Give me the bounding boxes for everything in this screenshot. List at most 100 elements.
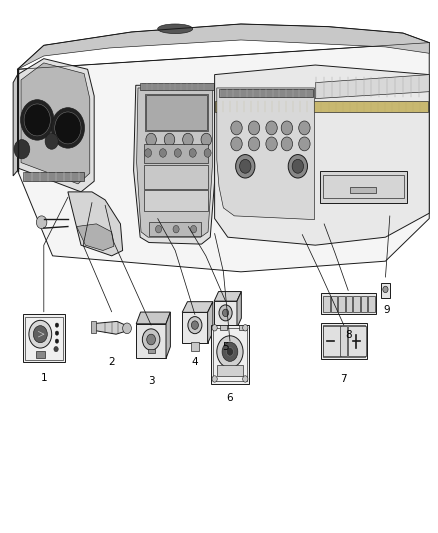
- Polygon shape: [68, 192, 123, 256]
- Circle shape: [55, 323, 59, 327]
- Circle shape: [142, 329, 160, 350]
- Bar: [148, 349, 155, 353]
- Bar: [144, 144, 208, 163]
- Polygon shape: [214, 292, 241, 301]
- Bar: [91, 321, 96, 333]
- Text: 5: 5: [222, 342, 229, 352]
- Bar: [360, 296, 367, 312]
- Circle shape: [217, 336, 243, 368]
- Circle shape: [36, 216, 47, 229]
- Circle shape: [173, 225, 179, 233]
- Bar: [323, 326, 341, 356]
- Circle shape: [240, 159, 251, 173]
- Polygon shape: [237, 292, 241, 328]
- Circle shape: [231, 137, 242, 151]
- Text: 7: 7: [340, 374, 347, 384]
- Polygon shape: [136, 312, 170, 324]
- Bar: [368, 296, 374, 312]
- Bar: [140, 83, 214, 90]
- Polygon shape: [217, 88, 314, 220]
- Polygon shape: [77, 224, 114, 251]
- Circle shape: [55, 331, 59, 335]
- Circle shape: [222, 342, 238, 361]
- Bar: [321, 293, 376, 314]
- Circle shape: [188, 317, 202, 334]
- Circle shape: [146, 133, 156, 146]
- Bar: [381, 283, 390, 298]
- Circle shape: [55, 112, 81, 144]
- Circle shape: [21, 100, 54, 140]
- Bar: [25, 317, 63, 360]
- Bar: [36, 351, 45, 358]
- Polygon shape: [134, 85, 215, 244]
- Bar: [23, 172, 84, 181]
- Bar: [350, 187, 376, 193]
- Circle shape: [243, 325, 248, 331]
- Bar: [321, 323, 367, 359]
- Circle shape: [292, 159, 304, 173]
- Circle shape: [24, 104, 50, 136]
- Ellipse shape: [158, 24, 193, 34]
- Bar: [211, 325, 249, 384]
- Circle shape: [145, 149, 152, 157]
- Bar: [348, 326, 366, 356]
- Circle shape: [219, 305, 232, 321]
- Circle shape: [51, 108, 85, 148]
- Text: 3: 3: [148, 376, 155, 386]
- Circle shape: [123, 323, 131, 334]
- Circle shape: [281, 121, 293, 135]
- Bar: [219, 89, 313, 97]
- Circle shape: [204, 149, 211, 157]
- Polygon shape: [18, 43, 429, 272]
- Bar: [136, 324, 166, 358]
- Circle shape: [226, 348, 233, 356]
- Circle shape: [248, 121, 260, 135]
- Bar: [182, 312, 208, 343]
- Circle shape: [147, 334, 155, 345]
- Bar: [213, 328, 247, 381]
- Polygon shape: [182, 302, 213, 312]
- Circle shape: [248, 137, 260, 151]
- Polygon shape: [208, 302, 213, 343]
- Circle shape: [243, 376, 248, 382]
- Bar: [217, 365, 243, 376]
- Circle shape: [299, 121, 310, 135]
- Circle shape: [223, 309, 229, 317]
- Circle shape: [231, 121, 242, 135]
- Text: 2: 2: [108, 357, 115, 367]
- Polygon shape: [137, 88, 212, 237]
- Bar: [353, 296, 360, 312]
- Bar: [338, 296, 345, 312]
- Circle shape: [299, 137, 310, 151]
- Bar: [323, 296, 330, 312]
- Text: 1: 1: [40, 373, 47, 383]
- Circle shape: [212, 325, 217, 331]
- Bar: [214, 301, 237, 328]
- Polygon shape: [21, 63, 90, 184]
- Polygon shape: [18, 24, 429, 69]
- Circle shape: [33, 326, 47, 343]
- Polygon shape: [18, 59, 94, 192]
- Text: 4: 4: [191, 357, 198, 367]
- Bar: [23, 314, 65, 362]
- Text: 6: 6: [226, 393, 233, 403]
- Circle shape: [29, 320, 52, 348]
- Circle shape: [164, 133, 175, 146]
- Bar: [144, 165, 208, 189]
- Polygon shape: [215, 65, 429, 245]
- Circle shape: [189, 149, 196, 157]
- Circle shape: [191, 321, 198, 329]
- Text: 8: 8: [345, 330, 352, 341]
- Circle shape: [159, 149, 166, 157]
- Circle shape: [183, 133, 193, 146]
- Polygon shape: [315, 75, 429, 99]
- Circle shape: [14, 140, 30, 159]
- Bar: [220, 325, 227, 330]
- Bar: [191, 342, 199, 351]
- Bar: [239, 325, 246, 330]
- Circle shape: [155, 225, 162, 233]
- Circle shape: [45, 133, 58, 149]
- Circle shape: [288, 155, 307, 178]
- Circle shape: [201, 133, 212, 146]
- Circle shape: [266, 121, 277, 135]
